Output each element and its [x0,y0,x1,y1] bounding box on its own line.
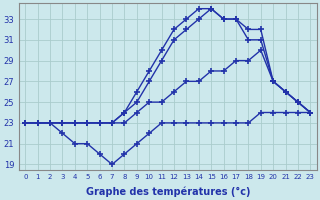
X-axis label: Graphe des températures (°c): Graphe des températures (°c) [85,186,250,197]
